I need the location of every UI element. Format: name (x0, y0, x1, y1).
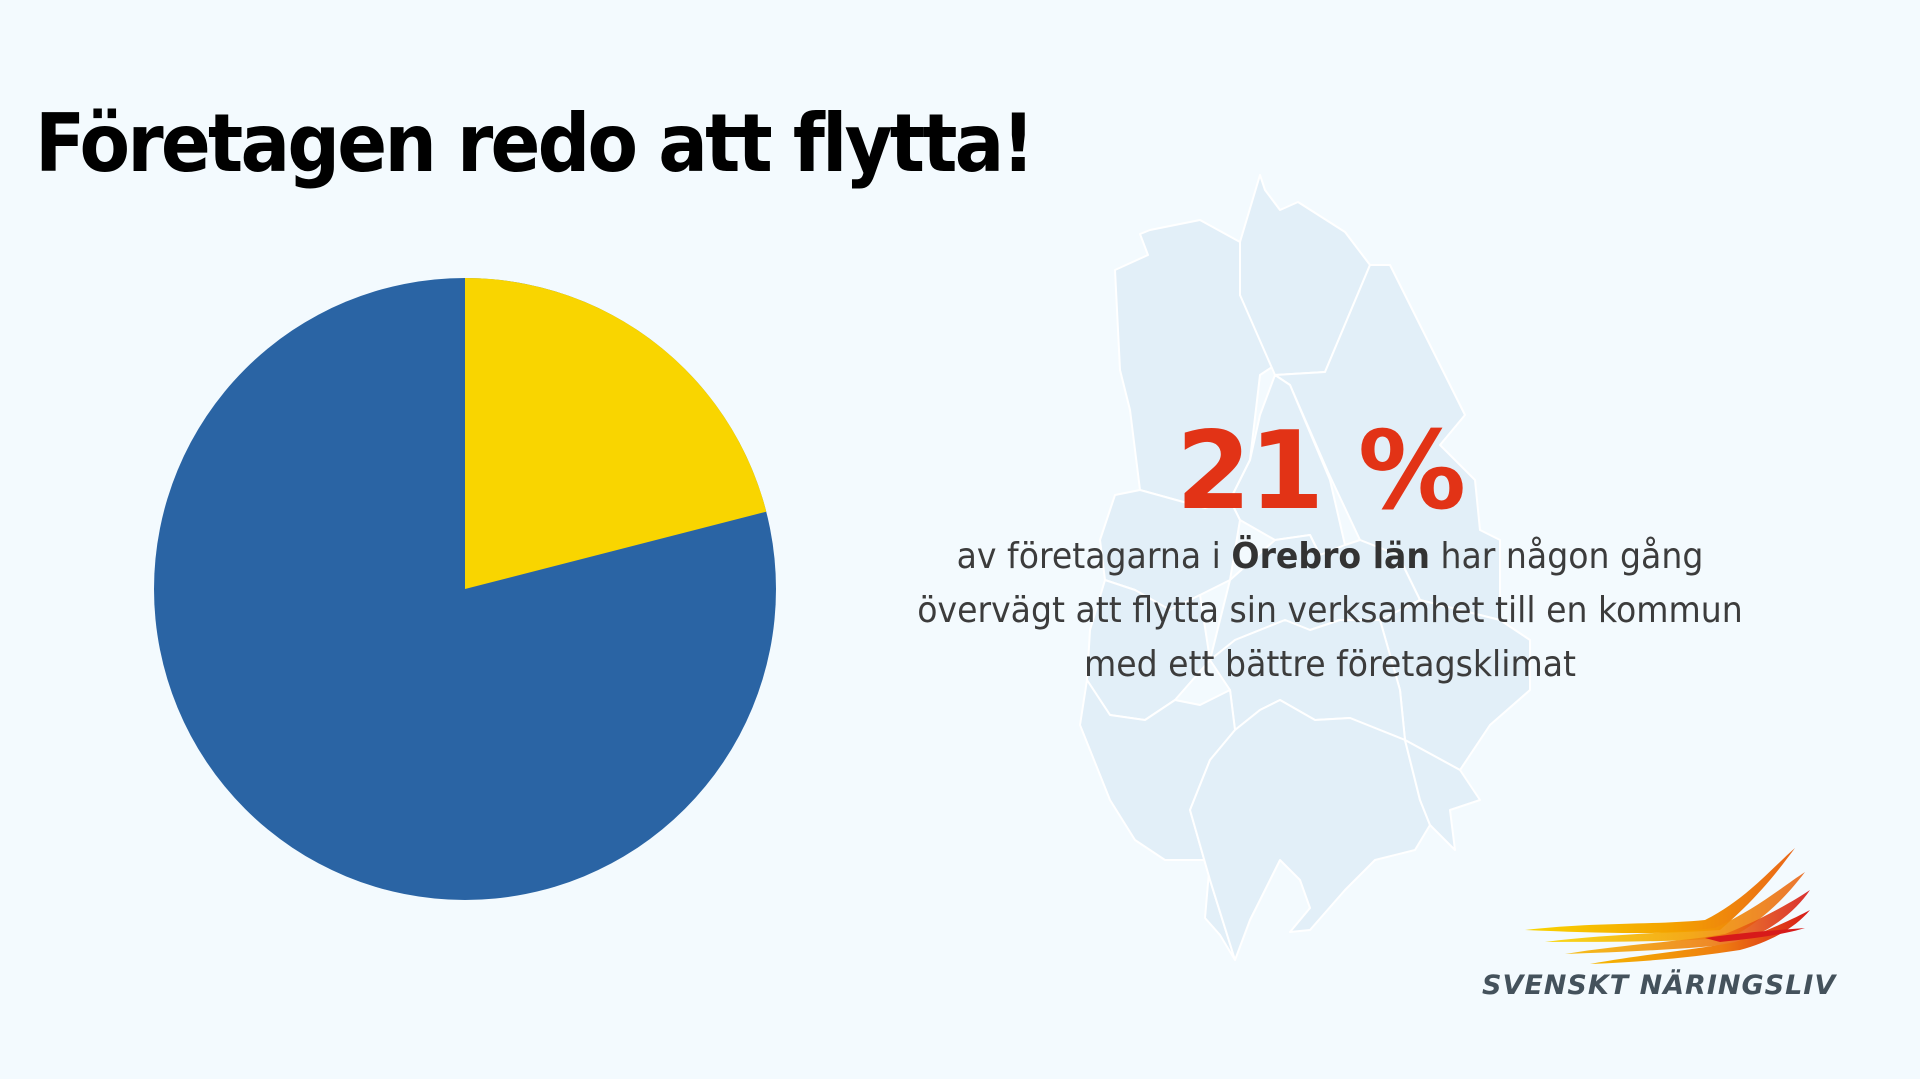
pie-slice-highlight (465, 278, 767, 589)
description-text: har någon gång (1429, 536, 1704, 577)
map-region-south (1189, 699, 1431, 961)
statistic-value: 21 % (1175, 409, 1466, 534)
orebro-county-map (1079, 174, 1531, 961)
brand-name: SVENSKT NÄRINGSLIV (1482, 970, 1837, 1001)
region-name: Örebro län (1231, 536, 1430, 577)
wing-logo-icon (1525, 848, 1810, 964)
pie-chart (154, 278, 776, 900)
statistic-description: av företagarna i Örebro län har någon gå… (824, 530, 1836, 692)
description-line-1: av företagarna i Örebro län har någon gå… (824, 530, 1836, 584)
description-text: av företagarna i (956, 536, 1232, 577)
description-line-3: med ett bättre företagsklimat (1083, 644, 1577, 685)
map-region-west (1099, 489, 1241, 611)
description-line-2: övervägt att flytta sin verksamhet till … (917, 590, 1743, 631)
map-region-southeast (1404, 739, 1481, 851)
page-title: Företagen redo att flytta! (35, 97, 1035, 190)
map-region-n (1239, 174, 1371, 376)
